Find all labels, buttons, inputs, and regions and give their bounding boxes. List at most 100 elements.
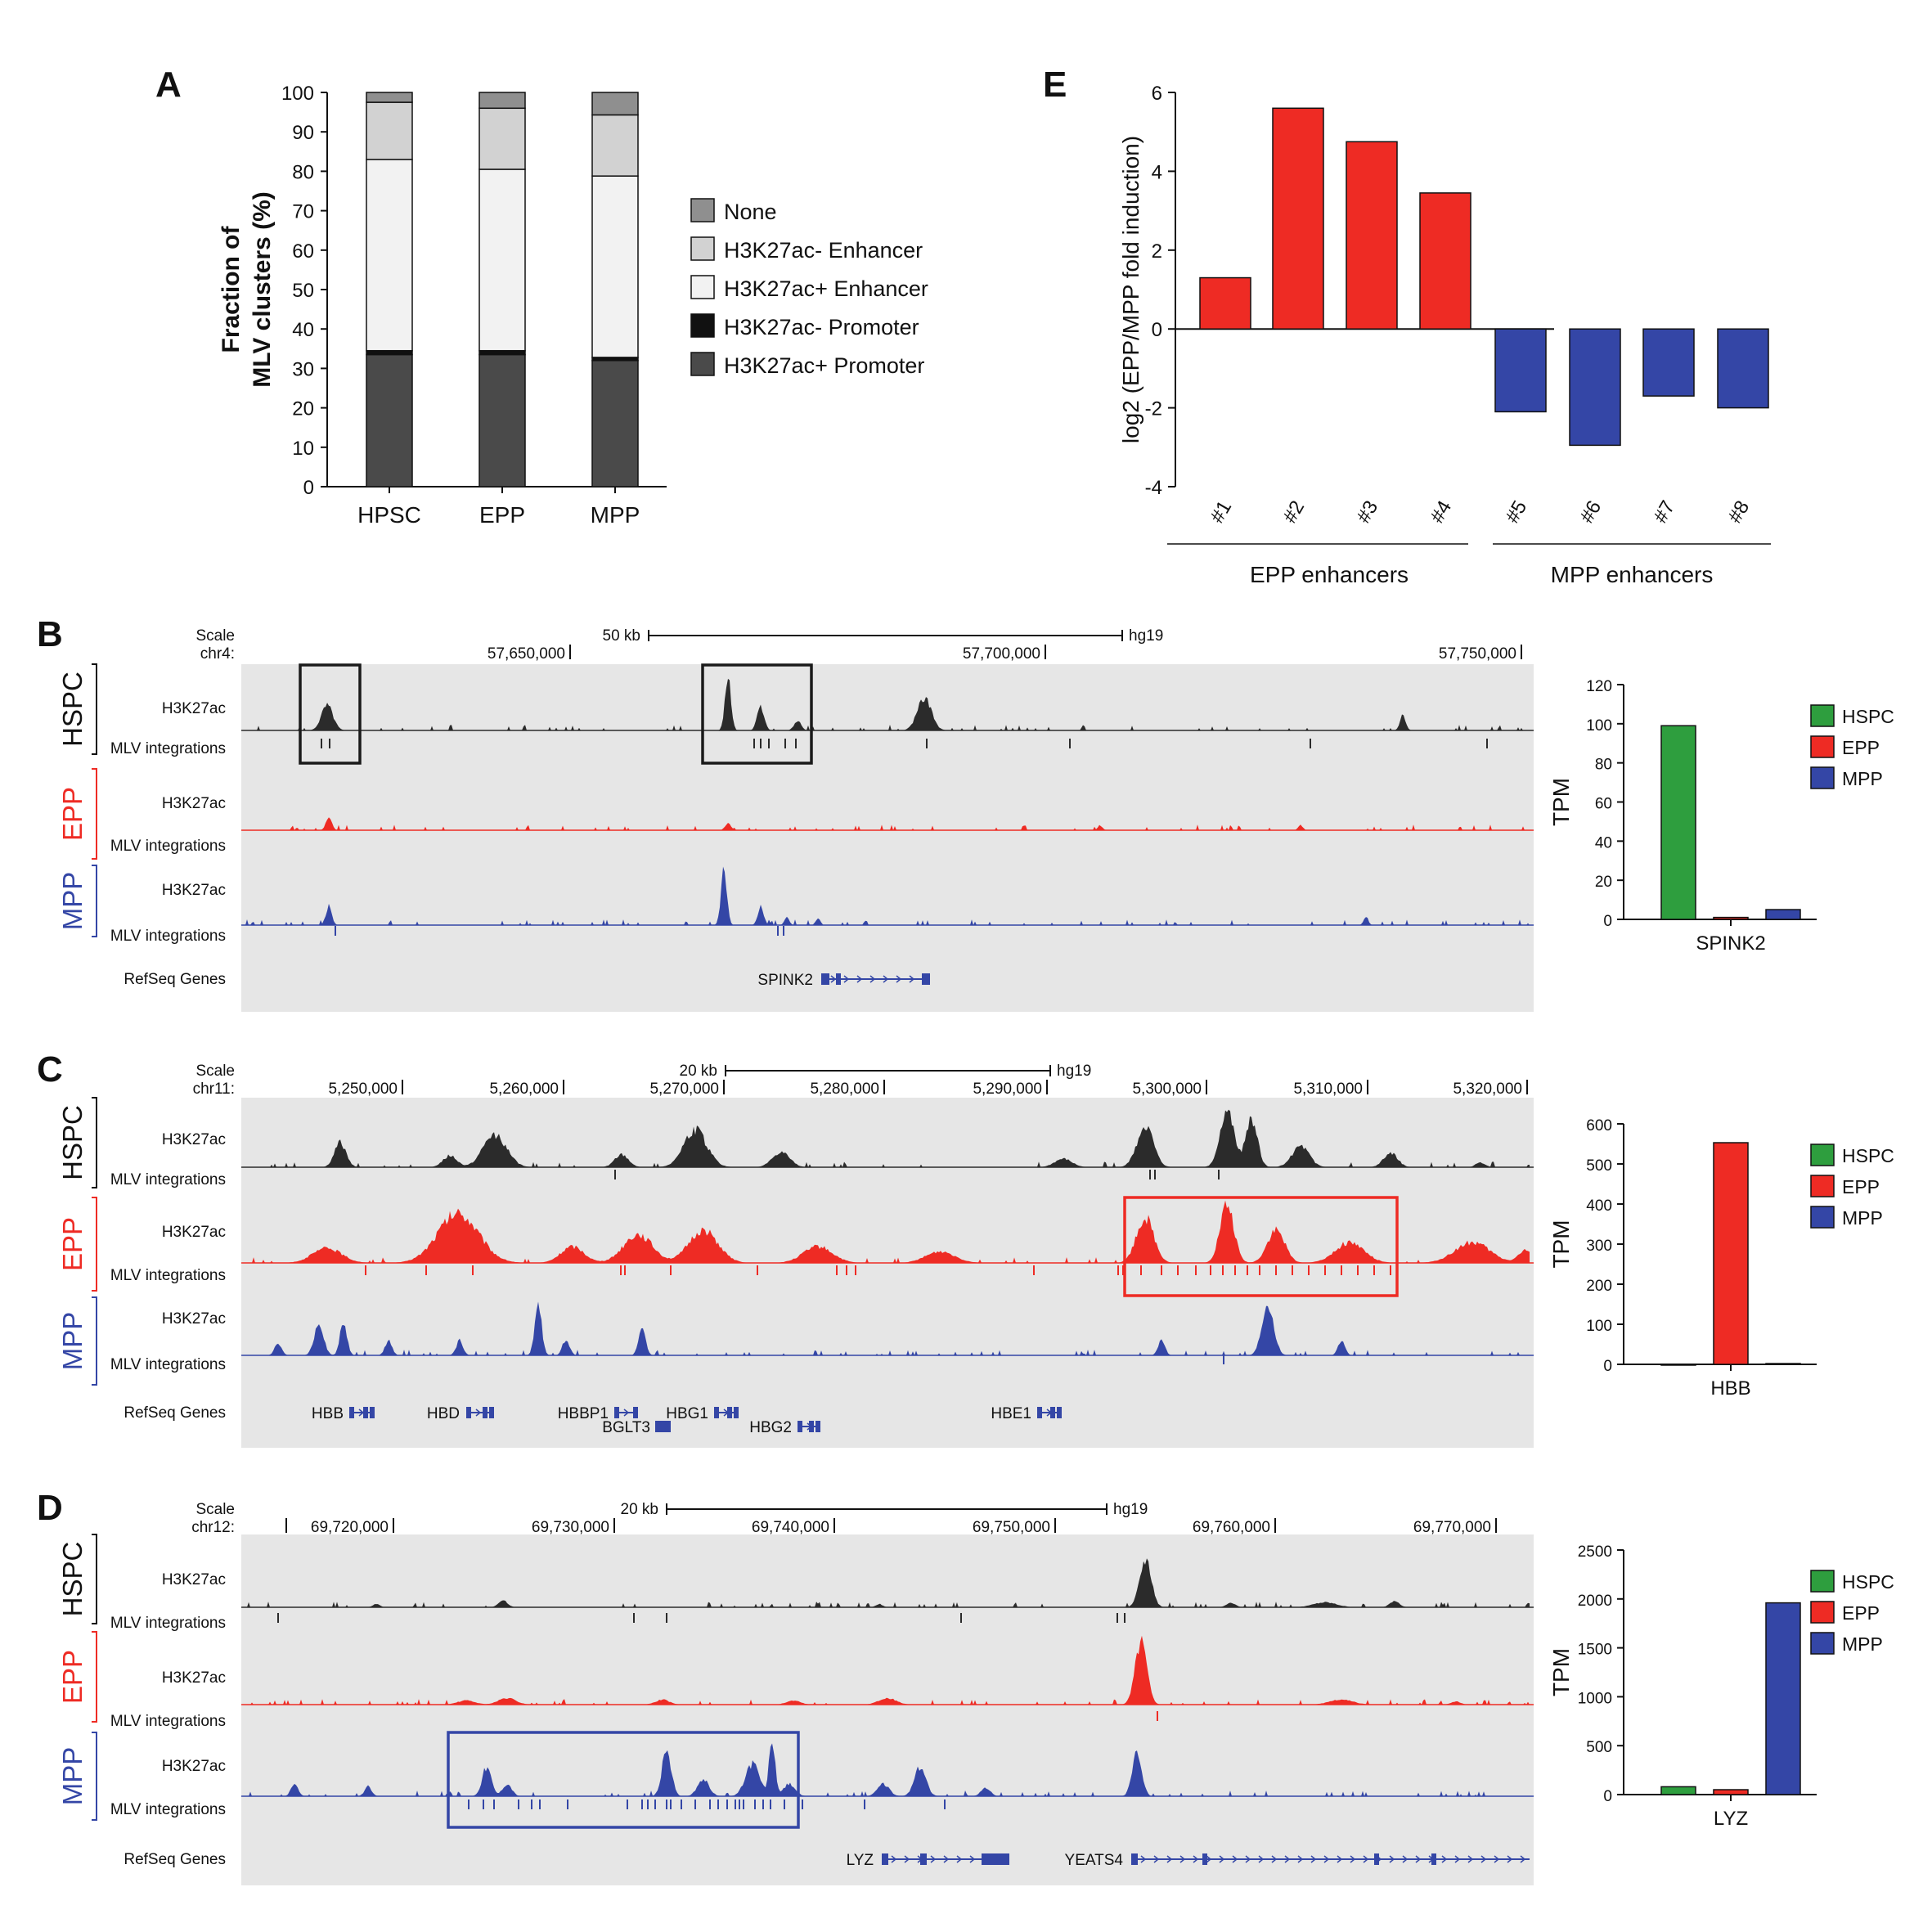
browser-gene-exon [483, 1407, 487, 1418]
browser-coordinate-label: 5,320,000 [1453, 1081, 1522, 1098]
tpm-legend-label: HSPC [1842, 1145, 1894, 1166]
browser-gene-label: HBBP1 [558, 1405, 609, 1422]
tpm-legend-label: HSPC [1842, 706, 1894, 727]
browser-gene-strand-arrow [1467, 1855, 1474, 1863]
tpm-y-tick-label: 100 [1586, 1318, 1612, 1335]
a-y-tick-label: 50 [292, 280, 314, 302]
browser-track-label-mlv: MLV integrations [110, 1713, 226, 1730]
browser-gene-strand-arrow [930, 1855, 937, 1863]
tpm-legend-swatch [1810, 1570, 1835, 1593]
browser-track-label-mlv: MLV integrations [110, 1356, 226, 1373]
e-y-tick-label: 0 [1152, 319, 1162, 341]
browser-assembly-label: hg19 [1129, 627, 1163, 645]
e-x-tick-label: #8 [1723, 497, 1754, 528]
browser-gene-label: YEATS4 [1065, 1852, 1124, 1869]
a-y-tick-label: 100 [281, 83, 314, 105]
a-legend-swatch [690, 275, 715, 299]
a-legend-label: H3K27ac+ Enhancer [724, 276, 928, 301]
a-legend-swatch [690, 198, 715, 222]
panel-label-c: C [37, 1049, 63, 1090]
tpm-y-tick-label: 1000 [1578, 1690, 1612, 1707]
e-y-tick-label: 4 [1152, 161, 1162, 183]
browser-cell-label: MPP [57, 872, 88, 931]
browser-scalebar-label: 20 kb [621, 1501, 658, 1518]
panel-label-b: B [37, 614, 63, 654]
tpm-bar [1660, 1364, 1696, 1366]
browser-gene-strand-arrow [1193, 1855, 1199, 1863]
tpm-y-tick-label: 400 [1586, 1197, 1612, 1215]
browser-gene-strand-arrow [1297, 1855, 1304, 1863]
tpm-y-tick-label: 80 [1595, 757, 1612, 774]
browser-gene-strand-arrow [1454, 1855, 1461, 1863]
browser-row-bracket [92, 1631, 97, 1723]
browser-gene-strand-arrow [1441, 1855, 1448, 1863]
browser-gene-strand-arrow [1284, 1855, 1291, 1863]
browser-gene-exon [821, 973, 829, 985]
tpm-bar [1660, 725, 1696, 920]
browser-gene-label: HBB [312, 1405, 344, 1422]
browser-gene-exon [836, 973, 841, 985]
e-bar [1494, 328, 1547, 413]
browser-track-label-mlv: MLV integrations [110, 1801, 226, 1818]
panel-label-a: A [155, 65, 182, 105]
browser-gene-strand-arrow [943, 1855, 950, 1863]
browser-gene-strand-arrow [1480, 1855, 1487, 1863]
browser-gene-strand-arrow [856, 975, 863, 983]
browser-assembly-label: hg19 [1057, 1063, 1091, 1080]
browser-gene-strand-arrow [806, 1422, 813, 1431]
browser-track-label-mlv: MLV integrations [110, 1267, 226, 1284]
tpm-legend-label: MPP [1842, 1207, 1883, 1229]
browser-gene-exon [815, 1421, 820, 1432]
browser-gene-strand-arrow [475, 1409, 482, 1417]
browser-gene-strand-arrow [1350, 1855, 1356, 1863]
browser-gene-strand-arrow [1206, 1855, 1212, 1863]
tpm-legend-label: MPP [1842, 1633, 1883, 1655]
e-group-label-epp: EPP enhancers [1250, 562, 1409, 587]
browser-gene-exon [489, 1407, 494, 1418]
browser-gene-exon [734, 1407, 739, 1418]
browser-gene-strand-arrow [1179, 1855, 1186, 1863]
tpm-legend-swatch [1810, 1175, 1835, 1197]
tpm-x-label: LYZ [1714, 1808, 1748, 1830]
browser-track-label-genes: RefSeq Genes [124, 1404, 226, 1422]
e-x-tick-label: #2 [1278, 497, 1309, 528]
tpm-x-label: HBB [1710, 1377, 1750, 1400]
browser-gene-strand-arrow [1520, 1855, 1526, 1863]
browser-gene-strand-arrow [909, 975, 915, 983]
browser-row-bracket [92, 768, 97, 860]
browser-coordinate-label: 69,750,000 [973, 1519, 1050, 1536]
a-y-label-line1: Fraction of [218, 225, 245, 353]
a-legend-swatch [690, 313, 715, 338]
e-bar [1199, 276, 1251, 330]
tpm-legend-label: HSPC [1842, 1571, 1894, 1593]
a-bar-segment [366, 159, 413, 352]
browser-row-bracket [92, 663, 97, 755]
browser-gene-exon [1037, 1407, 1042, 1418]
browser-coordinate-label: 5,310,000 [1293, 1081, 1363, 1098]
e-bar [1419, 192, 1471, 330]
a-bar-segment [479, 107, 526, 170]
browser-cell-label: EPP [57, 787, 88, 841]
browser-gene-strand-arrow [723, 1409, 730, 1417]
browser-coordinate-label: 5,260,000 [489, 1081, 559, 1098]
tpm-y-tick-label: 500 [1586, 1157, 1612, 1175]
tpm-y-tick-label: 120 [1586, 678, 1612, 695]
browser-highlight-box [1123, 1196, 1399, 1297]
browser-gene-strand-arrow [995, 1855, 1002, 1863]
e-x-tick-label: #6 [1575, 497, 1606, 528]
tpm-legend-label: MPP [1842, 768, 1883, 789]
tpm-y-tick-label: 20 [1595, 874, 1612, 891]
browser-coordinate-label: 69,770,000 [1413, 1519, 1491, 1536]
browser-coordinate-label: 69,760,000 [1193, 1519, 1270, 1536]
panel-d-tpm-chart: 0 500 1000 1500 2000 2500 TPM LYZ HSPC EPP MPP [1548, 1543, 1894, 1830]
e-bar [1569, 328, 1621, 447]
browser-gene-strand-arrow [1494, 1855, 1500, 1863]
panel-a-stacked-bar-chart: 0 10 20 30 40 50 60 70 80 90 100 Fraction of MLV clu… [218, 83, 928, 528]
a-y-tick-label: 60 [292, 240, 314, 263]
browser-gene-strand-arrow [664, 1422, 671, 1431]
a-legend-label: H3K27ac- Promoter [724, 315, 919, 339]
browser-gene-exon [982, 1853, 1009, 1865]
tpm-y-tick-label: 60 [1595, 796, 1612, 813]
browser-cell-label: MPP [57, 1312, 88, 1371]
a-y-tick-label: 90 [292, 122, 314, 144]
